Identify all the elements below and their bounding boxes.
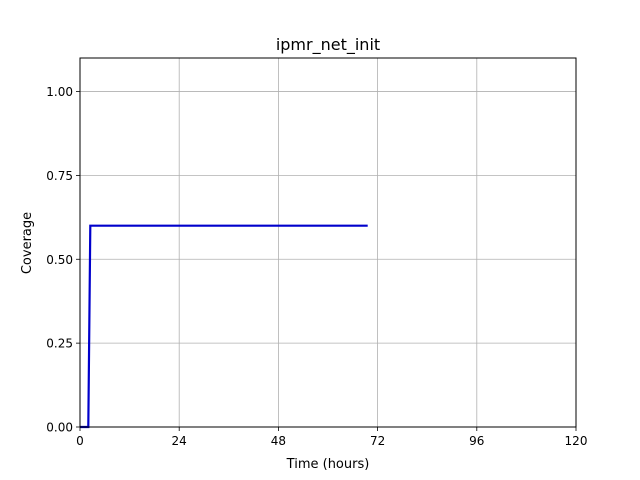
x-axis-label: Time (hours)	[286, 457, 370, 472]
y-tick-label: 0.25	[46, 337, 73, 351]
y-tick-label: 0.50	[46, 253, 73, 267]
y-tick-label: 1.00	[46, 85, 73, 99]
y-tick-label: 0.00	[46, 421, 73, 435]
y-axis-ticks: 0.00 0.25 0.50 0.75 1.00	[46, 85, 80, 435]
x-tick-label: 72	[370, 434, 385, 448]
x-tick-label: 96	[469, 434, 484, 448]
x-axis-ticks: 0 24 48 72 96 120	[76, 427, 587, 448]
x-tick-label: 48	[271, 434, 286, 448]
y-axis-label: Coverage	[20, 212, 35, 274]
y-tick-label: 0.75	[46, 169, 73, 183]
chart-title: ipmr_net_init	[276, 35, 380, 55]
x-tick-label: 120	[565, 434, 588, 448]
x-tick-label: 0	[76, 434, 84, 448]
x-tick-label: 24	[172, 434, 187, 448]
plot-area-frame	[79, 57, 577, 428]
